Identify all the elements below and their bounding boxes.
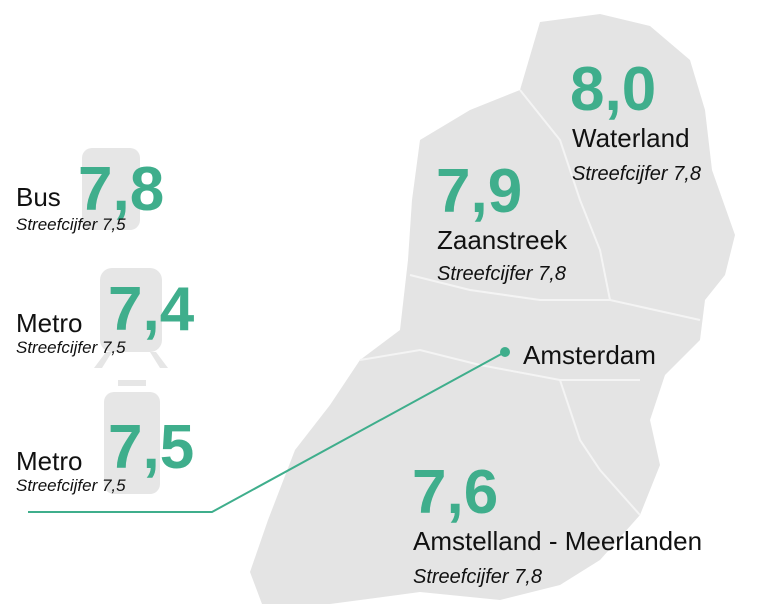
mode-label: Metro (16, 308, 82, 338)
tram-icon (104, 380, 160, 494)
region-target: Streefcijfer 7,8 (437, 263, 566, 285)
metro-icon (94, 268, 168, 368)
region-score: 7,6 (412, 458, 498, 527)
mode-score: 7,5 (108, 413, 194, 482)
mode-score: 7,8 (78, 155, 164, 224)
mode-label: Metro (16, 446, 82, 476)
region-name: Zaanstreek (437, 225, 568, 255)
region-target: Streefcijfer 7,8 (413, 566, 542, 588)
connector-dot (500, 347, 510, 357)
mode-label: Bus (16, 182, 61, 212)
mode-score: 7,4 (108, 275, 195, 344)
connector-line (28, 351, 506, 513)
mode-target: Streefcijfer 7,5 (16, 215, 126, 234)
mode-target: Streefcijfer 7,5 (16, 476, 126, 495)
region-name: Waterland (572, 123, 690, 153)
region-map (250, 14, 735, 604)
city-name: Amsterdam (523, 340, 656, 370)
region-score: 7,9 (436, 157, 522, 226)
bus-icon (82, 148, 140, 230)
mode-target: Streefcijfer 7,5 (16, 338, 126, 357)
region-target: Streefcijfer 7,8 (572, 163, 701, 185)
region-name: Amstelland - Meerlanden (413, 526, 702, 556)
region-score: 8,0 (570, 55, 656, 124)
map-borders (359, 89, 701, 516)
